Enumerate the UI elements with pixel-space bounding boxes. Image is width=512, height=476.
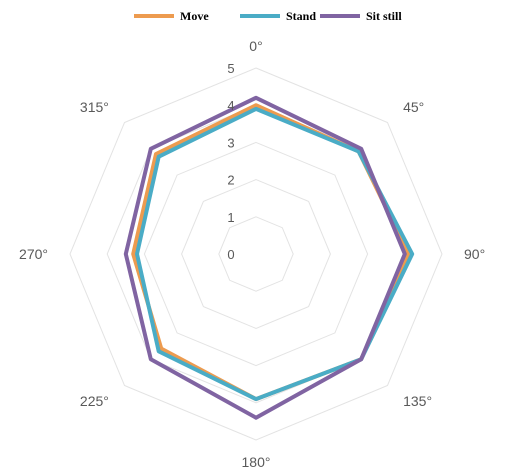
legend-label: Stand (286, 9, 316, 23)
angle-label: 270° (19, 246, 48, 262)
angle-label: 315° (80, 99, 109, 115)
angle-label: 90° (464, 246, 485, 262)
grid-ring-2 (181, 179, 331, 329)
legend: Move Stand Sit still (134, 9, 402, 23)
tick-label: 3 (227, 135, 234, 150)
radar-series (123, 95, 415, 420)
grid-ring-3 (143, 141, 369, 367)
legend-label: Sit still (366, 9, 402, 23)
angle-label: 225° (80, 393, 109, 409)
angle-axis-labels: 0° 45° 90° 135° 180° 225° 270° 315° (19, 38, 485, 470)
angle-label: 45° (403, 99, 424, 115)
radial-tick-labels: 0 1 2 3 4 5 (227, 61, 234, 262)
tick-label: 4 (227, 98, 234, 113)
tick-label: 1 (227, 210, 234, 225)
angle-label: 0° (249, 38, 262, 54)
tick-label: 5 (227, 61, 234, 76)
tick-label: 0 (227, 247, 234, 262)
grid-ring-5 (69, 67, 443, 441)
angle-label: 135° (403, 393, 432, 409)
tick-label: 2 (227, 173, 234, 188)
angle-label: 180° (242, 454, 271, 470)
legend-label: Move (180, 9, 209, 23)
series-line-sit-still (123, 95, 407, 420)
grid-ring-1 (218, 216, 294, 292)
